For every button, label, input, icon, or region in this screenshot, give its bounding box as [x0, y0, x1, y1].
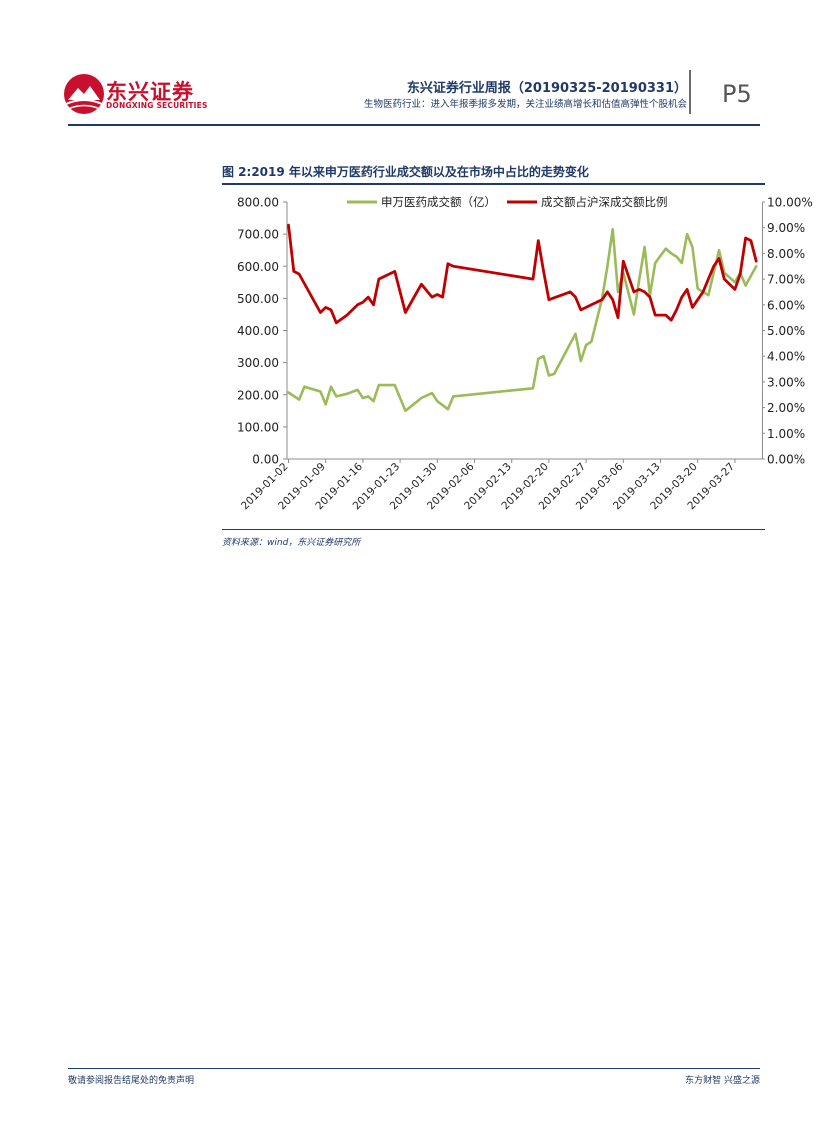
- figure-bottom-rule: [222, 529, 765, 530]
- right-tick-label: 9.00%: [767, 221, 805, 235]
- left-tick-label: 500.00: [237, 292, 279, 306]
- left-tick-label: 700.00: [237, 228, 279, 242]
- left-tick-label: 100.00: [237, 420, 279, 434]
- footer-slogan: 东方财智 兴盛之源: [685, 1076, 760, 1086]
- right-tick-label: 7.00%: [767, 273, 805, 287]
- right-tick-label: 6.00%: [767, 298, 805, 312]
- right-tick-label: 4.00%: [767, 350, 805, 364]
- left-tick-label: 200.00: [237, 388, 279, 402]
- report-subtitle: 生物医药行业：进入年报季报多发期，关注业绩高增长和估值高弹性个股机会: [363, 99, 687, 110]
- left-tick-label: 0.00: [252, 453, 279, 467]
- right-tick-label: 5.00%: [767, 324, 805, 338]
- right-tick-label: 0.00%: [767, 453, 805, 467]
- line-chart: 0.00 100.00 200.00 300.00 400.00 500.00 600.00…: [237, 195, 765, 512]
- series-line-1: [287, 227, 758, 413]
- series-line-2: [287, 223, 758, 325]
- footer-disclaimer: 敬请参阅报告结尾处的免责声明: [68, 1076, 195, 1086]
- logo-subtext: DONGXING SECURITIES: [106, 101, 208, 110]
- left-tick-label: 400.00: [237, 324, 279, 338]
- report-title: 东兴证券行业周报（20190325-20190331）: [406, 81, 687, 96]
- right-axis-labels: 0.00% 1.00% 2.00% 3.00% 4.00% 5.00% 6.00% 7.00%…: [767, 196, 813, 467]
- figure-source: 资料来源：wind，东兴证券研究所: [222, 538, 361, 548]
- figure-top-rule: [222, 183, 765, 185]
- right-tick-label: 8.00%: [767, 247, 805, 261]
- figure-title: 图 2:2019 年以来申万医药行业成交额以及在市场中占比的走势变化: [222, 165, 589, 179]
- header-divider: [689, 70, 691, 114]
- page-number: P5: [722, 80, 752, 108]
- right-tick-label: 3.00%: [767, 375, 805, 389]
- legend-label-1: 申万医药成交额（亿）: [381, 195, 496, 209]
- left-tick-label: 800.00: [237, 196, 279, 210]
- logo-text: 东兴证券: [106, 80, 194, 104]
- right-tick-label: 10.00%: [767, 196, 813, 210]
- left-tick-label: 300.00: [237, 356, 279, 370]
- legend-label-2: 成交额占沪深成交额比例: [541, 195, 668, 209]
- dongxing-logo-icon: [64, 74, 104, 114]
- header-rule: [68, 124, 760, 126]
- right-tick-label: 1.00%: [767, 427, 805, 441]
- right-tick-label: 2.00%: [767, 401, 805, 415]
- footer-rule: [68, 1068, 760, 1069]
- left-tick-label: 600.00: [237, 260, 279, 274]
